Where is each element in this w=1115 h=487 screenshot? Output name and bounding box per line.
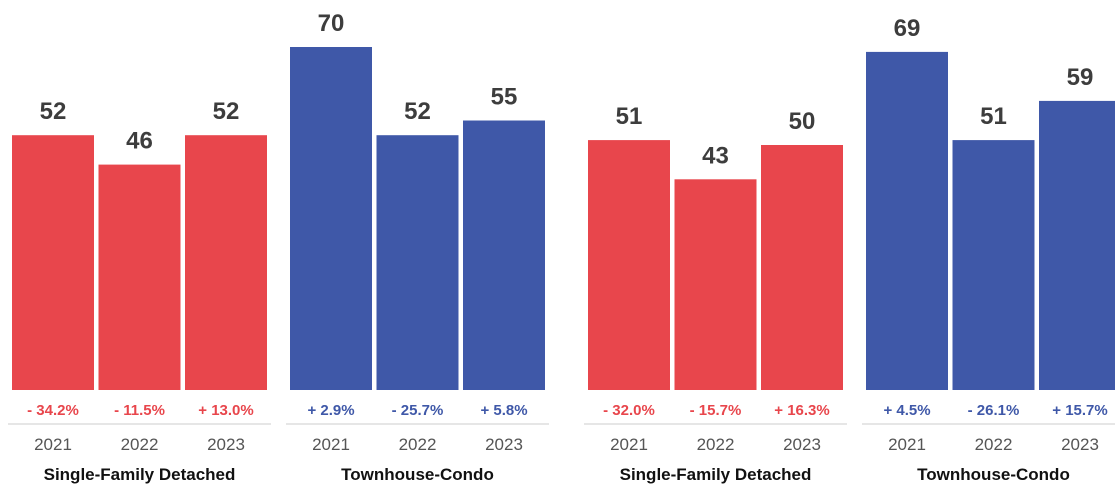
chart-panel-2: 51 - 32.0% 2021 43 - 15.7% 2022 50 + 16.3% 2023 S… [584,15,1115,484]
value-label: 52 [213,98,240,125]
year-tick-label: 2023 [485,435,523,454]
value-label: 50 [789,108,816,135]
bar-2022 [376,135,459,390]
change-label: + 4.5% [883,402,930,419]
bar-2021 [866,51,948,391]
group-label: Townhouse-Condo [917,465,1070,484]
year-tick-label: 2023 [207,435,245,454]
value-label: 70 [318,10,345,37]
year-tick-label: 2022 [697,435,735,454]
change-label: - 34.2% [27,402,79,419]
year-tick-label: 2023 [783,435,821,454]
change-label: - 15.7% [690,402,742,419]
value-label: 52 [404,98,431,125]
bar-2023 [185,135,267,390]
change-label: + 5.8% [480,402,527,419]
change-label: + 15.7% [1052,402,1107,419]
bar-2022 [952,140,1035,390]
change-label: - 26.1% [968,402,1020,419]
year-tick-label: 2021 [610,435,648,454]
year-tick-label: 2021 [312,435,350,454]
value-label: 52 [40,98,67,125]
value-label: 51 [980,103,1007,130]
group-label: Single-Family Detached [620,465,812,484]
value-label: 59 [1067,64,1094,91]
value-label: 69 [894,15,921,42]
bar-2022 [674,179,757,390]
change-label: - 11.5% [114,402,165,419]
year-tick-label: 2021 [34,435,72,454]
bar-2021 [12,135,94,390]
change-label: - 32.0% [603,402,655,419]
bar-2023 [1039,100,1115,391]
year-tick-label: 2022 [975,435,1013,454]
bar-2023 [463,120,545,390]
year-tick-label: 2022 [399,435,437,454]
year-tick-label: 2023 [1061,435,1099,454]
change-label: + 13.0% [198,402,253,419]
year-tick-label: 2021 [888,435,926,454]
value-label: 55 [491,84,518,111]
bar-2022 [98,164,181,390]
value-label: 46 [126,128,153,155]
bar-2021 [588,140,670,390]
bar-group-single-family-detached: 52 - 34.2% 2021 46 - 11.5% 2022 52 + 13.0% 2023 S… [8,98,271,484]
group-label: Townhouse-Condo [341,465,494,484]
bar-group-single-family-detached: 51 - 32.0% 2021 43 - 15.7% 2022 50 + 16.3% 2023 S… [584,103,847,484]
chart-panel-1: 52 - 34.2% 2021 46 - 11.5% 2022 52 + 13.0% 2023 S… [8,10,549,484]
group-label: Single-Family Detached [44,465,236,484]
bar-group-townhouse-condo: 70 + 2.9% 2021 52 - 25.7% 2022 55 + 5.8% 2023 Tow… [286,10,549,484]
bar-group-townhouse-condo: 69 + 4.5% 2021 51 - 26.1% 2022 59 + 15.7% 2023 To… [862,15,1115,484]
year-tick-label: 2022 [121,435,159,454]
value-label: 51 [616,103,643,130]
change-label: + 2.9% [307,402,354,419]
value-label: 43 [702,142,729,169]
bar-2021 [290,47,372,390]
bar-2023 [761,145,843,390]
change-label: - 25.7% [392,402,444,419]
change-label: + 16.3% [774,402,829,419]
